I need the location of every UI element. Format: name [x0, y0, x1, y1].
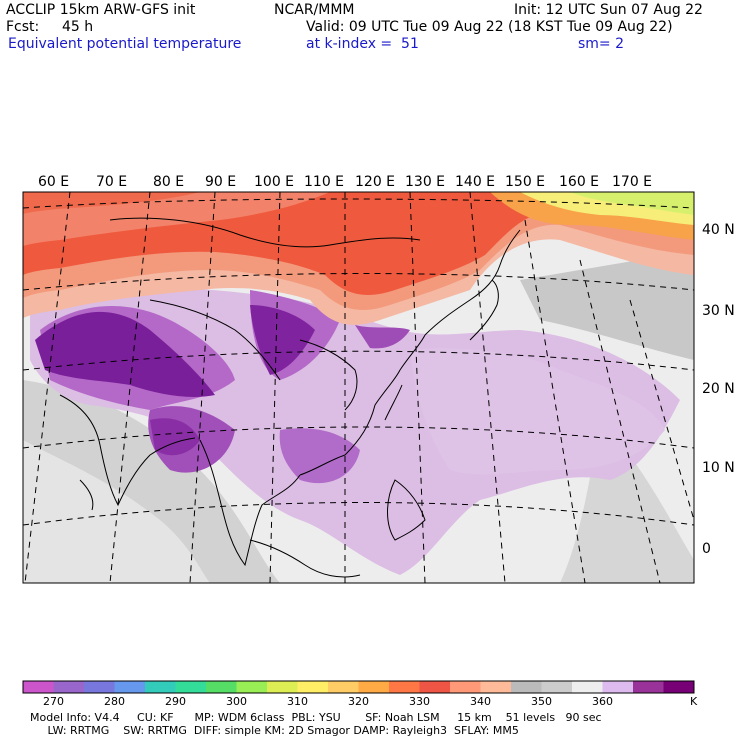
- map-frame: [22, 191, 695, 584]
- org-label: NCAR/MMM: [274, 2, 355, 18]
- colorbar-tick-label: 350: [531, 695, 552, 708]
- model-info-line2: LW: RRTMG SW: RRTMG DIFF: simple KM: 2D …: [30, 724, 519, 737]
- colorbar-unit: K: [690, 695, 698, 708]
- model-title: ACCLIP 15km ARW-GFS init: [6, 2, 196, 18]
- valid-time: Valid: 09 UTC Tue 09 Aug 22 (18 KST Tue …: [306, 19, 673, 35]
- lat-label: 0: [702, 541, 711, 557]
- lon-label: 170 E: [612, 174, 652, 190]
- init-time: Init: 12 UTC Sun 07 Aug 22: [514, 2, 703, 18]
- colorbar-swatch: [358, 681, 390, 693]
- colorbar-swatch: [145, 681, 176, 693]
- colorbar-swatch: [267, 681, 298, 693]
- lat-label: 20 N: [702, 381, 735, 397]
- colorbar-swatch: [419, 681, 451, 693]
- graticule: [23, 192, 694, 583]
- colorbar-swatch: [541, 681, 573, 693]
- lon-label: 140 E: [455, 174, 495, 190]
- colorbar-swatch: [663, 681, 695, 693]
- colorbar-swatch: [450, 681, 481, 693]
- colorbar-tick-label: 340: [470, 695, 491, 708]
- lon-label: 130 E: [405, 174, 445, 190]
- colorbar-swatch: [297, 681, 329, 693]
- lat-label: 40 N: [702, 222, 735, 238]
- colorbar-swatch: [175, 681, 207, 693]
- colorbar-swatch: [511, 681, 542, 693]
- colorbar-swatch: [328, 681, 359, 693]
- lon-label: 160 E: [559, 174, 599, 190]
- forecast-label: Fcst:: [6, 19, 40, 35]
- colorbar-swatch: [84, 681, 115, 693]
- lon-label: 100 E: [254, 174, 294, 190]
- colorbar-swatch: [480, 681, 512, 693]
- coastlines: [59, 217, 521, 578]
- level-info: at k-index = 51: [306, 36, 419, 52]
- colorbar-swatch: [633, 681, 664, 693]
- colorbar-frame: [22, 680, 695, 694]
- colorbar-tick-label: 360: [592, 695, 613, 708]
- theta-e-field: [23, 192, 694, 583]
- lon-label: 150 E: [505, 174, 545, 190]
- field-name: Equivalent potential temperature: [8, 36, 242, 52]
- lon-label: 80 E: [153, 174, 184, 190]
- longitude-labels: 60 E 70 E 80 E 90 E 100 E 110 E 120 E 130 E 140 …: [38, 174, 652, 190]
- colorbar-swatch: [389, 681, 420, 693]
- colorbar-swatch: [53, 681, 85, 693]
- model-info-line1: Model Info: V4.4 CU: KF MP: WDM 6class P…: [30, 711, 602, 724]
- colorbar-swatch: [23, 681, 54, 693]
- colorbar-swatch: [572, 681, 603, 693]
- forecast-hour: 45 h: [62, 19, 94, 35]
- lat-label: 10 N: [702, 460, 735, 476]
- lon-label: 110 E: [304, 174, 344, 190]
- colorbar-tick-label: 300: [226, 695, 247, 708]
- lon-label: 70 E: [96, 174, 127, 190]
- colorbar: 270 280 290 300 310 320 330 340 350 360 K: [22, 680, 698, 708]
- lat-label: 30 N: [702, 303, 735, 319]
- colorbar-tick-label: 330: [409, 695, 430, 708]
- colorbar-tick-label: 310: [287, 695, 308, 708]
- colorbar-tick-label: 290: [165, 695, 186, 708]
- colorbar-tick-label: 270: [43, 695, 64, 708]
- colorbar-swatch: [602, 681, 634, 693]
- colorbar-swatch: [206, 681, 237, 693]
- lon-label: 120 E: [355, 174, 395, 190]
- lon-label: 90 E: [205, 174, 236, 190]
- latitude-labels: 40 N 30 N 20 N 10 N 0: [702, 222, 735, 557]
- colorbar-swatch: [114, 681, 146, 693]
- colorbar-swatch: [236, 681, 268, 693]
- lon-label: 60 E: [38, 174, 69, 190]
- smoothing-info: sm= 2: [578, 36, 625, 52]
- colorbar-tick-label: 280: [104, 695, 125, 708]
- colorbar-tick-label: 320: [348, 695, 369, 708]
